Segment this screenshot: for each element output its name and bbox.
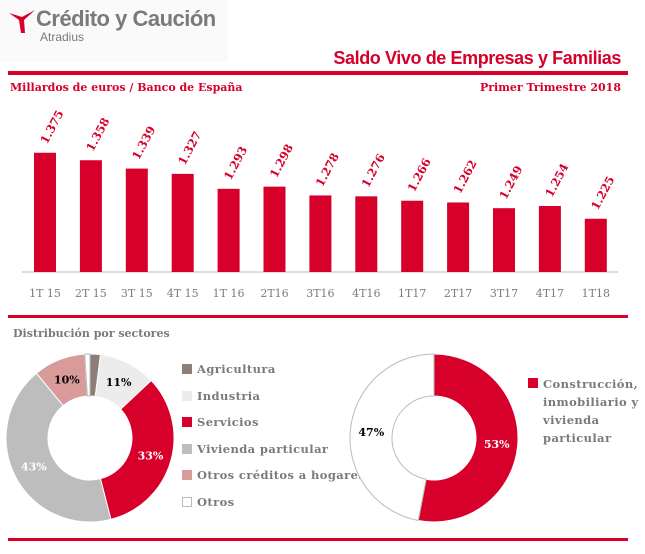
x-tick-label: 2T16 bbox=[260, 287, 288, 300]
bar bbox=[538, 206, 561, 272]
bar bbox=[34, 152, 56, 272]
data-label: 1.298 bbox=[267, 142, 296, 180]
brand-name: Crédito y Caución bbox=[36, 6, 216, 31]
legend-item: Otros bbox=[182, 495, 365, 509]
donut-slice bbox=[349, 353, 435, 522]
section-title: Distribución por sectores bbox=[13, 327, 170, 340]
legend-line: inmobiliario y bbox=[543, 395, 639, 409]
legend-label: Otros créditos a hogares bbox=[197, 468, 366, 482]
slice-label: 47% bbox=[358, 426, 384, 439]
data-label: 1.339 bbox=[129, 124, 158, 162]
donut-chart-construction: 53% 47% bbox=[349, 353, 519, 523]
slice-label: 11% bbox=[106, 376, 132, 389]
bar bbox=[355, 196, 378, 272]
brand-subtitle: Atradius bbox=[40, 30, 85, 44]
bar bbox=[79, 160, 102, 272]
divider bbox=[8, 538, 628, 541]
x-tick-label: 2T 15 bbox=[75, 287, 107, 300]
bar bbox=[125, 168, 148, 272]
data-label: 1.278 bbox=[313, 150, 342, 188]
legend-swatch bbox=[182, 390, 192, 401]
slice-label: 53% bbox=[484, 438, 510, 451]
data-label: 1.327 bbox=[175, 129, 204, 167]
legend-label: Servicios bbox=[197, 415, 259, 429]
brand-logo-icon bbox=[9, 10, 35, 33]
donut-chart-sectors: 11% 33% 43% 10% bbox=[5, 353, 175, 523]
legend-item: Otros créditos a hogares bbox=[182, 468, 365, 482]
legend-construction: Construcción, inmobiliario y vivienda pa… bbox=[528, 375, 639, 447]
donut-slice bbox=[99, 379, 175, 520]
legend-swatch bbox=[182, 470, 192, 480]
x-tick-label: 4T17 bbox=[536, 287, 564, 300]
bar bbox=[171, 173, 194, 272]
data-label: 1.358 bbox=[83, 115, 112, 153]
legend-line: Construcción, bbox=[543, 377, 638, 391]
x-tick-label: 4T16 bbox=[352, 287, 380, 300]
x-tick-label: 1T18 bbox=[582, 287, 610, 300]
legend-sectors: Agricultura Industria Servicios Vivienda pa… bbox=[182, 362, 365, 509]
bar bbox=[217, 188, 240, 272]
legend-item: Industria bbox=[182, 389, 365, 403]
x-tick-label: 1T 15 bbox=[29, 287, 61, 300]
x-tick-label: 3T16 bbox=[306, 287, 334, 300]
bar bbox=[584, 218, 607, 272]
donut-slice bbox=[84, 353, 91, 397]
legend-line: vivienda bbox=[543, 413, 600, 427]
bar bbox=[263, 186, 286, 272]
data-label: 1.262 bbox=[450, 158, 479, 196]
divider bbox=[8, 71, 628, 75]
data-label: 1.276 bbox=[359, 151, 388, 189]
legend-item: Vivienda particular bbox=[182, 442, 365, 456]
legend-swatch bbox=[182, 496, 192, 507]
period-label: Primer Trimestre 2018 bbox=[479, 81, 621, 94]
data-label: 1.293 bbox=[221, 144, 250, 182]
donut-slice bbox=[5, 372, 112, 523]
divider bbox=[8, 315, 628, 318]
x-tick-label: 1T17 bbox=[398, 287, 426, 300]
slice-label: 10% bbox=[54, 373, 80, 386]
legend-swatch bbox=[182, 364, 192, 374]
legend-label: Industria bbox=[197, 388, 261, 403]
slice-label: 33% bbox=[138, 450, 164, 463]
x-tick-label: 2T17 bbox=[444, 287, 472, 300]
x-tick-label: 1T 16 bbox=[213, 287, 245, 300]
page-title: Saldo Vivo de Empresas y Familias bbox=[333, 48, 621, 68]
legend-item: Servicios bbox=[182, 415, 365, 429]
data-label: 1.249 bbox=[496, 163, 525, 201]
x-tick-label: 3T17 bbox=[490, 287, 518, 300]
legend-swatch bbox=[182, 417, 192, 427]
data-label: 1.375 bbox=[37, 108, 66, 146]
legend-label: Vivienda particular bbox=[197, 441, 329, 456]
x-tick-label: 4T 15 bbox=[167, 287, 199, 300]
bar bbox=[309, 195, 332, 272]
donut-slice bbox=[417, 353, 519, 523]
slice-label: 43% bbox=[21, 461, 47, 474]
source-label: Millardos de euros / Banco de España bbox=[10, 81, 243, 94]
bar-chart: 1.375 1T 15 1.358 2T 15 1.339 3T 15 1.327 4T 15… bbox=[22, 108, 618, 300]
bar bbox=[447, 202, 470, 272]
legend-label: Otros bbox=[197, 494, 235, 509]
x-tick-label: 3T 15 bbox=[121, 287, 153, 300]
legend-swatch bbox=[182, 443, 192, 454]
legend-label: Agricultura bbox=[197, 362, 276, 376]
data-label: 1.266 bbox=[404, 156, 433, 194]
legend-item: Agricultura bbox=[182, 362, 365, 376]
bar bbox=[493, 208, 515, 272]
legend-swatch bbox=[528, 378, 538, 388]
logo-area bbox=[0, 0, 228, 62]
legend-line: particular bbox=[543, 431, 612, 445]
bar bbox=[401, 200, 424, 272]
data-label: 1.225 bbox=[588, 174, 617, 212]
data-label: 1.254 bbox=[542, 161, 571, 199]
